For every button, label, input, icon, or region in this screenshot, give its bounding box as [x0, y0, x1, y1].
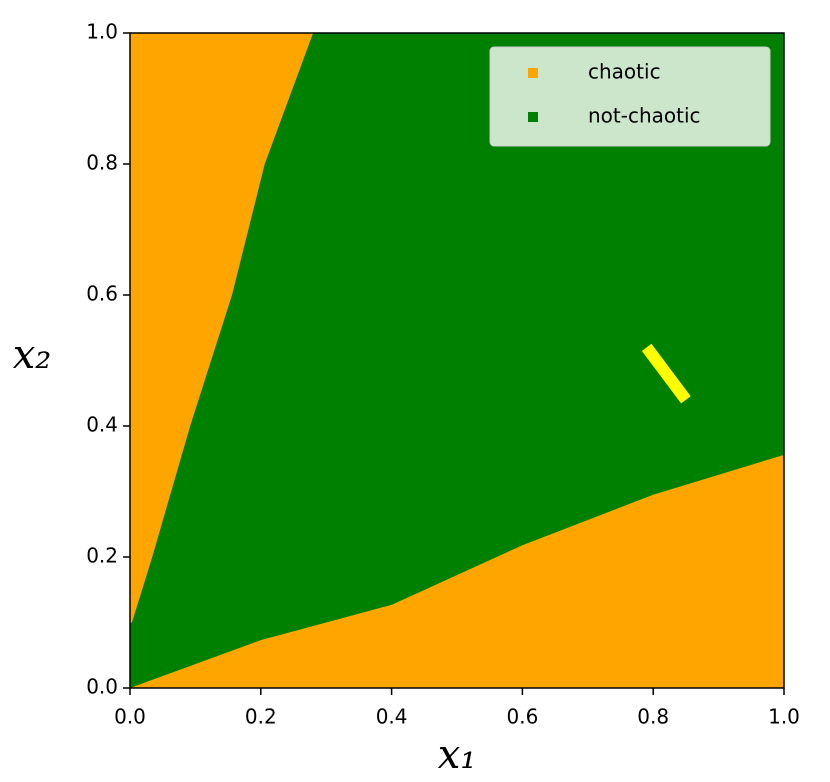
legend-swatch — [528, 112, 538, 122]
segment — [641, 343, 691, 404]
legend-label: chaotic — [588, 60, 661, 84]
y-tick-label: 0.0 — [86, 675, 118, 699]
x-tick-label: 0.8 — [637, 705, 669, 729]
region — [130, 33, 314, 623]
y-tick-label: 0.4 — [86, 413, 118, 437]
region — [130, 454, 784, 688]
x-axis-label: x₁ — [438, 732, 477, 778]
x-tick-label: 0.2 — [245, 705, 277, 729]
x-tick-label: 0.0 — [114, 705, 146, 729]
y-tick-label: 0.6 — [86, 282, 118, 306]
x-tick-label: 1.0 — [768, 705, 800, 729]
y-tick-label: 0.2 — [86, 544, 118, 568]
x-tick-label: 0.6 — [506, 705, 538, 729]
y-tick-label: 1.0 — [86, 20, 118, 44]
legend-box — [489, 46, 771, 147]
x-tick-label: 0.4 — [376, 705, 408, 729]
y-axis-label: x₂ — [13, 332, 52, 378]
plot-frame — [129, 32, 785, 689]
legend-label: not-chaotic — [588, 104, 701, 128]
legend-swatch — [528, 68, 538, 78]
y-tick-label: 0.8 — [86, 151, 118, 175]
